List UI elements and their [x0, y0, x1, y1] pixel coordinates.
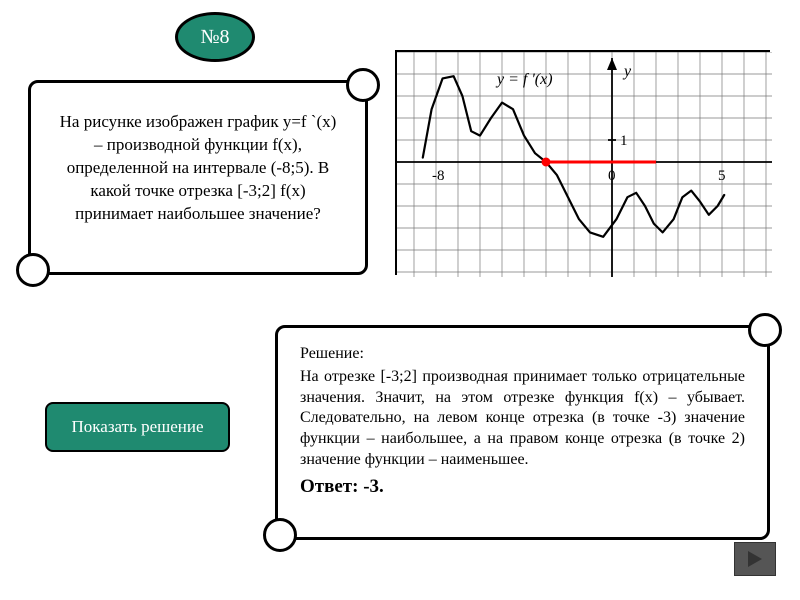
solution-answer: Ответ: -3. — [300, 475, 745, 500]
svg-text:0: 0 — [608, 168, 616, 184]
svg-text:y = f '(x): y = f '(x) — [495, 71, 553, 88]
derivative-graph: -8 0 5 1 y y = f '(x) — [395, 50, 770, 275]
svg-text:1: 1 — [620, 133, 628, 149]
svg-text:-8: -8 — [432, 168, 445, 184]
svg-text:y: y — [622, 63, 632, 80]
play-icon — [745, 549, 765, 569]
show-solution-button[interactable]: Показать решение — [45, 402, 230, 452]
svg-text:5: 5 — [718, 168, 726, 184]
show-solution-label: Показать решение — [72, 417, 204, 437]
problem-card: На рисунке изображен график y=f `(x) – п… — [28, 80, 368, 275]
solution-card: Решение: На отрезке [-3;2] производная п… — [275, 325, 770, 540]
solution-body: На отрезке [-3;2] производная принимает … — [300, 367, 745, 471]
graph-svg: -8 0 5 1 y y = f '(x) — [397, 52, 772, 277]
solution-heading: Решение: — [300, 344, 745, 365]
problem-number-badge: №8 — [175, 12, 255, 62]
next-button[interactable] — [734, 542, 776, 576]
problem-number-label: №8 — [200, 26, 229, 49]
problem-text: На рисунке изображен график y=f `(x) – п… — [55, 111, 341, 226]
